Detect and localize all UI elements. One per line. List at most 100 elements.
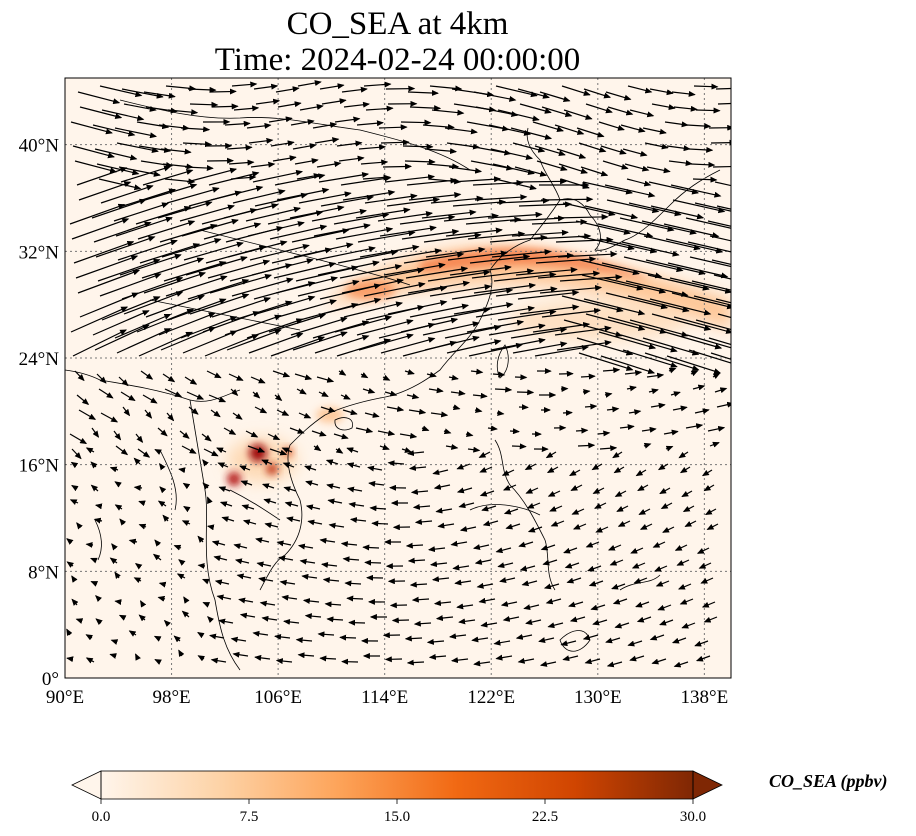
wind-arrow <box>659 487 671 495</box>
wind-arrow <box>474 558 492 565</box>
wind-arrow <box>487 211 543 219</box>
wind-arrow <box>450 176 502 183</box>
wind-arrow <box>622 148 648 157</box>
wind-arrow <box>673 105 698 112</box>
wind-arrow <box>665 445 674 452</box>
wind-arrow <box>334 116 361 123</box>
wind-arrow <box>496 197 550 204</box>
wind-arrow <box>654 565 668 572</box>
wind-arrow <box>549 505 563 512</box>
wind-arrow <box>152 553 162 561</box>
wind-arrow <box>209 88 237 95</box>
wind-arrow <box>314 137 340 144</box>
wind-arrow <box>119 518 127 526</box>
wind-arrow <box>643 235 701 251</box>
wind-arrow <box>629 655 645 662</box>
wind-arrow <box>114 571 121 579</box>
wind-arrow <box>582 634 599 641</box>
wind-arrow <box>402 143 434 150</box>
wind-arrow <box>577 442 596 449</box>
wind-arrow <box>501 469 515 476</box>
wind-arrow <box>157 595 166 602</box>
wind-arrow <box>382 374 391 381</box>
wind-arrow <box>703 616 718 623</box>
wind-arrow <box>335 447 344 454</box>
wind-arrow <box>600 145 627 155</box>
wind-arrow <box>703 484 715 492</box>
wind-arrow <box>560 178 590 189</box>
wind-arrow <box>362 174 391 181</box>
wind-arrow <box>312 122 338 129</box>
wind-arrow <box>431 576 450 583</box>
wind-arrow <box>391 617 410 624</box>
wind-arrow <box>471 268 535 279</box>
wind-arrow <box>144 409 153 419</box>
wind-arrow <box>114 599 122 606</box>
wind-arrow <box>444 127 478 135</box>
wind-arrow <box>377 430 396 437</box>
wind-arrow <box>619 424 635 431</box>
wind-arrow <box>264 522 279 529</box>
wind-arrow <box>178 649 185 658</box>
wind-arrow <box>606 199 660 214</box>
wind-arrow <box>503 508 519 515</box>
wind-arrow <box>207 496 213 505</box>
wind-arrow <box>459 526 477 532</box>
wind-arrow <box>612 598 628 605</box>
wind-arrow <box>692 384 706 391</box>
wind-arrow <box>138 145 172 153</box>
wind-arrow <box>182 482 191 490</box>
lon-tick-label: 90°E <box>46 687 84 708</box>
wind-arrow <box>499 577 516 584</box>
wind-arrow <box>606 406 620 413</box>
wind-arrow <box>588 580 604 587</box>
wind-arrow <box>513 252 574 261</box>
wind-arrow <box>282 462 295 469</box>
wind-arrow <box>616 505 629 512</box>
wind-arrow <box>627 640 643 647</box>
wind-arrow <box>140 160 173 168</box>
wind-arrow <box>133 484 143 491</box>
wind-arrow <box>365 105 394 112</box>
wind-arrow <box>714 387 728 394</box>
wind-arrow <box>688 146 714 153</box>
map-frame <box>64 77 732 679</box>
wind-arrow <box>248 137 274 144</box>
wind-arrow <box>622 349 678 368</box>
wind-arrow <box>304 465 317 472</box>
wind-arrow <box>100 412 119 423</box>
wind-arrow <box>685 423 704 430</box>
wind-arrow <box>334 315 393 333</box>
wind-arrow <box>673 661 689 668</box>
wind-arrow <box>407 557 426 564</box>
wind-arrow <box>488 323 546 336</box>
wind-arrow <box>446 339 502 354</box>
wind-arrow <box>427 269 491 282</box>
wind-arrow <box>591 463 603 471</box>
wind-arrow <box>383 262 446 276</box>
wind-arrow <box>70 461 79 469</box>
wind-arrow <box>579 259 640 276</box>
wind-arrow <box>604 184 656 198</box>
wind-arrow <box>359 244 420 258</box>
wind-arrow <box>133 457 141 465</box>
wind-arrow <box>166 412 175 422</box>
wind-arrow <box>281 447 293 454</box>
hotspot-2 <box>227 472 241 486</box>
wind-arrow <box>421 425 430 432</box>
wind-arrow <box>251 258 314 276</box>
wind-arrow <box>684 520 697 527</box>
wind-arrow <box>563 547 578 554</box>
wind-arrow <box>179 204 235 222</box>
wind-arrow <box>517 88 550 99</box>
wind-arrow <box>693 295 731 306</box>
wind-arrow <box>114 504 123 511</box>
wind-arrow <box>356 120 384 127</box>
wind-arrow <box>604 391 613 398</box>
wind-arrow <box>230 388 239 396</box>
lat-tick-label: 24°N <box>19 349 60 370</box>
wind-arrow <box>326 616 344 623</box>
wind-arrow <box>96 373 107 384</box>
wind-arrow <box>717 313 731 319</box>
wind-arrow <box>657 604 672 611</box>
